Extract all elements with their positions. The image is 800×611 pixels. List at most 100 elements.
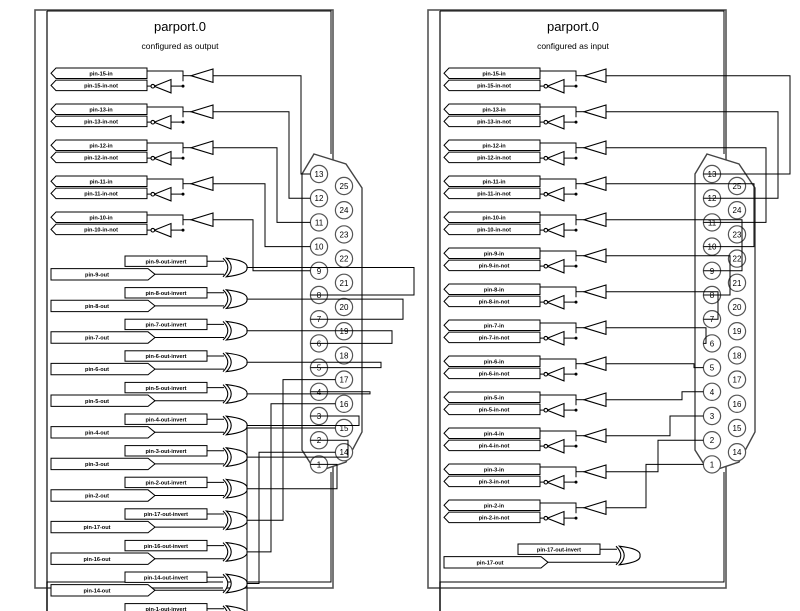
xor-gate-pin-7-arc — [222, 321, 229, 341]
signal-pin-11-in — [50, 175, 148, 187]
signal-label-pin-10-in: pin-10-in — [482, 215, 506, 221]
wire-to-connector-pin-8 — [606, 255, 731, 296]
inverter-pin-7-in-not-body — [545, 330, 565, 346]
signal-label-pin-6-in-not: pin-6-in-not — [479, 372, 510, 378]
connector-pin-label-24: 24 — [340, 206, 349, 215]
xor-gate-pin-16-body — [224, 541, 248, 562]
connector-pin-25[interactable] — [334, 176, 354, 196]
inverter-pin-2-in-not-body — [545, 510, 565, 526]
in-group-pin-12: pin-12-in pin-12-in-not — [50, 139, 311, 223]
wire-to-connector-pin-17 — [247, 379, 336, 521]
xor-gate-pin-5-body — [224, 383, 248, 404]
xor-gate-pin-6-body — [224, 352, 248, 373]
signal-pin-4-in — [443, 427, 541, 439]
connector-pin-25[interactable] — [727, 176, 747, 196]
in-group-pin-2: pin-2-in pin-2-in-not — [443, 463, 704, 526]
inverter-pin-13-in-not-body — [152, 114, 172, 130]
connector-pin-16[interactable] — [727, 394, 747, 413]
inverter-pin-9-in-not — [543, 258, 565, 274]
param-label-pin-17-out-invert: pin-17-out-invert — [537, 547, 581, 553]
xor-gate-pin-14 — [222, 573, 248, 594]
inverter-pin-12-in-not — [543, 150, 565, 166]
signal-pin-12-in-not — [443, 151, 541, 164]
signal-label-pin-5-out: pin-5-out — [85, 399, 109, 405]
connector-pin-19[interactable] — [727, 322, 747, 341]
signal-label-pin-15-in: pin-15-in — [89, 71, 113, 77]
input-buffer-pin-11 — [189, 176, 214, 192]
in-group-pin-7: pin-7-in pin-7-in-not — [443, 319, 707, 346]
signal-label-pin-8-in: pin-8-in — [484, 287, 505, 293]
connector-pin-label-23: 23 — [340, 230, 349, 239]
signal-pin-2-in — [443, 499, 541, 511]
out-group-pin-9: pin-9-out-invert pin-9-out — [50, 255, 415, 296]
out-group-pin-5: pin-5-out-invert pin-5-out — [50, 381, 371, 407]
inverter-pin-7-in-not-bubble — [543, 335, 549, 341]
inverter-pin-9-in-not-bubble — [543, 263, 549, 269]
inverter-pin-15-in-not-body — [152, 78, 172, 94]
in-group-pin-12: pin-12-in pin-12-in-not — [443, 139, 767, 223]
connector-pin-20[interactable] — [334, 297, 354, 317]
signal-label-pin-7-out: pin-7-out — [85, 336, 109, 342]
connector-pin-21[interactable] — [727, 273, 747, 292]
connector-pin-17[interactable] — [727, 370, 747, 389]
connector-pin-23[interactable] — [334, 225, 354, 244]
xor-gate-pin-2-body — [224, 478, 248, 499]
xor-gate-pin-2-arc — [222, 479, 229, 499]
signal-label-pin-2-in-not: pin-2-in-not — [479, 516, 510, 522]
connector-pin-label-14: 14 — [340, 448, 349, 457]
input-buffer-pin-8 — [582, 284, 607, 300]
inverter-pin-10-in-not — [543, 222, 565, 238]
connector-pin-24[interactable] — [334, 200, 354, 220]
xor-gate-pin-7-body — [224, 320, 248, 341]
connector-pin-label-17: 17 — [340, 376, 349, 385]
out-group-pin-3: pin-3-out-invert pin-3-out — [50, 439, 349, 471]
connector-pin-label-16: 16 — [340, 400, 349, 409]
connector-pin-label-21: 21 — [733, 279, 742, 288]
signal-label-pin-12-in: pin-12-in — [89, 143, 113, 149]
wire-to-connector-pin-9 — [606, 219, 743, 272]
connector-pin-23[interactable] — [727, 225, 747, 244]
xor-gate-pin-16 — [222, 541, 248, 562]
signal-pin-5-in-not — [443, 403, 541, 416]
xor-gate-pin-9-arc — [222, 257, 229, 278]
signal-pin-11-in-not — [50, 187, 148, 200]
wire-to-connector-pin-7 — [247, 298, 404, 320]
input-panel-supply-rail — [440, 10, 725, 154]
connector-pin-22[interactable] — [727, 249, 747, 268]
signal-label-pin-8-in-not: pin-8-in-not — [479, 300, 510, 306]
out-group-pin-2: pin-2-out-invert pin-2-out — [50, 463, 338, 502]
wire-pin-13-in — [540, 106, 577, 118]
connector-pin-24[interactable] — [727, 200, 747, 220]
signal-pin-17-out — [50, 520, 156, 534]
junction-dot-10 — [574, 228, 578, 232]
xor-gate-pin-2 — [222, 478, 248, 499]
signal-pin-10-in — [443, 211, 541, 223]
connector-pin-label-18: 18 — [733, 351, 742, 360]
signal-pin-12-in-not — [50, 151, 148, 164]
connector-pin-18[interactable] — [334, 346, 354, 365]
wire-to-connector-pin-8 — [247, 267, 415, 296]
connector-pin-label-20: 20 — [340, 303, 349, 312]
connector-pin-21[interactable] — [334, 273, 354, 292]
param-label-pin-5-out-invert: pin-5-out-invert — [145, 386, 186, 392]
in-group-pin-15: pin-15-in pin-15-in-not — [50, 67, 311, 175]
connector-pin-20[interactable] — [727, 297, 747, 317]
signal-label-pin-5-in-not: pin-5-in-not — [479, 408, 510, 414]
input-buffer-pin-12 — [582, 140, 607, 156]
input-panel-subtitle: configured as input — [537, 41, 609, 51]
signal-label-pin-2-in: pin-2-in — [484, 503, 505, 509]
out-group-pin-7: pin-7-out-invert pin-7-out — [50, 318, 393, 344]
signal-label-pin-15-in: pin-15-in — [482, 71, 506, 77]
connector-pin-14[interactable] — [727, 443, 747, 462]
junction-dot-12 — [181, 156, 185, 160]
junction-dot-2 — [574, 516, 578, 520]
xor-gate-pin-6-arc — [222, 352, 229, 372]
param-label-pin-6-out-invert: pin-6-out-invert — [145, 354, 186, 360]
wire-pin-11-in — [540, 178, 577, 190]
connector-pin-18[interactable] — [727, 346, 747, 365]
xor-gate-pin-4 — [222, 415, 248, 436]
signal-label-pin-3-in: pin-3-in — [484, 467, 505, 473]
xor-gate-pin-5-arc — [222, 384, 229, 404]
connector-pin-15[interactable] — [727, 418, 747, 438]
signal-pin-4-out — [50, 426, 156, 439]
